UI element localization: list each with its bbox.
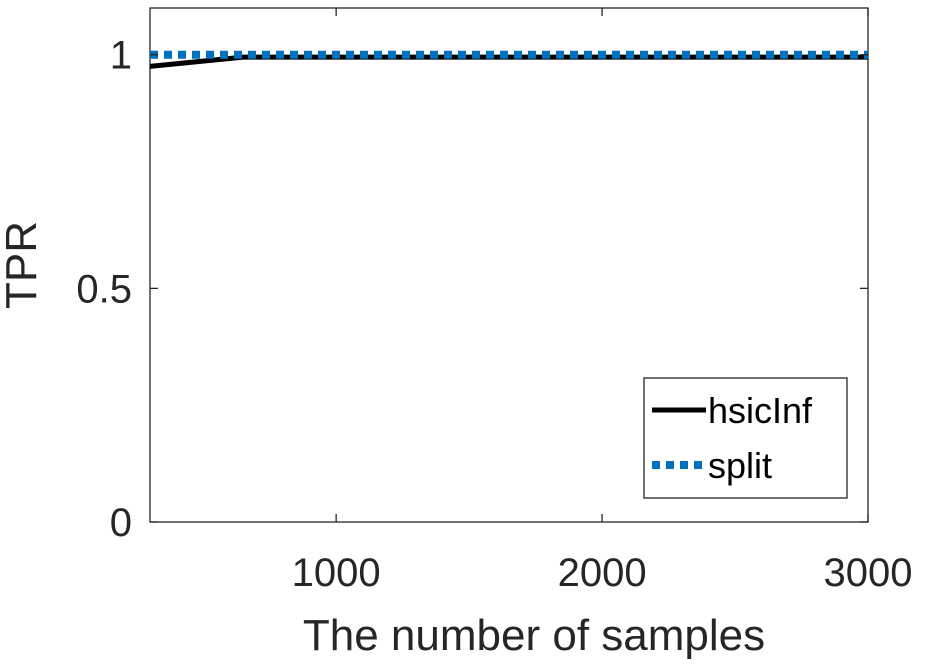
series-line-hsicInf xyxy=(149,54,868,69)
x-tick-label: 1000 xyxy=(292,551,381,595)
y-tick-label: 1 xyxy=(110,34,132,78)
y-tick-label: 0.5 xyxy=(76,267,132,311)
legend-box xyxy=(643,377,848,499)
x-axis-title: The number of samples xyxy=(303,611,765,660)
legend-label: split xyxy=(708,445,772,486)
legend-label: hsicInf xyxy=(708,390,813,431)
x-tick-label: 2000 xyxy=(558,551,647,595)
y-tick-label: 0 xyxy=(110,501,132,545)
x-tick-label: 3000 xyxy=(824,551,913,595)
y-axis-title: TPR xyxy=(0,221,46,309)
